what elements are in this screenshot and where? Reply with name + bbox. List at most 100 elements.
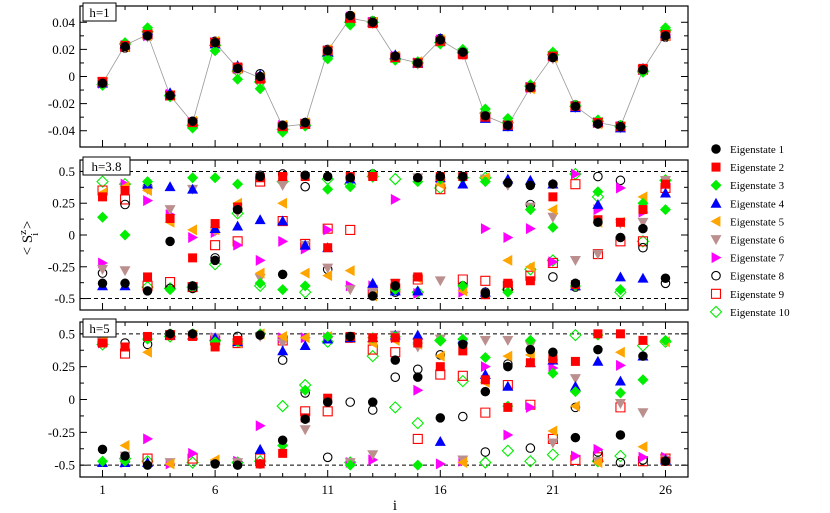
data-point	[390, 333, 400, 343]
panel-tag: h=3.8	[91, 159, 121, 174]
data-point	[254, 267, 265, 279]
data-point	[232, 73, 244, 85]
series-eigenstate-9	[97, 330, 671, 467]
data-point	[322, 171, 333, 182]
data-point	[210, 219, 220, 229]
data-point	[255, 254, 266, 266]
data-point	[614, 375, 626, 386]
data-point	[412, 459, 424, 471]
y-tick-label: 0.25	[52, 196, 75, 211]
data-point	[480, 361, 491, 373]
data-point	[435, 171, 446, 182]
data-point	[388, 172, 402, 186]
data-point	[278, 448, 288, 458]
data-point	[322, 45, 333, 56]
x-tick-label: 6	[212, 482, 219, 497]
data-point	[367, 450, 379, 461]
data-point	[299, 239, 311, 250]
series-eigenstate-3	[97, 15, 671, 138]
x-tick-label: 26	[659, 482, 673, 497]
y-tick-label: -0.25	[48, 259, 75, 274]
data-point	[390, 347, 401, 358]
data-point	[232, 236, 243, 247]
data-point	[571, 450, 581, 462]
x-axis-label: i	[393, 498, 397, 513]
panel-3: 0.5 0.25 0 -0.25 -0.5 h=5	[48, 318, 689, 478]
data-point	[592, 186, 604, 198]
y-tick-label: 0.5	[59, 164, 75, 179]
data-point	[411, 416, 425, 430]
data-point	[97, 264, 109, 275]
series-eigenstate-1	[97, 10, 671, 132]
data-point	[637, 217, 649, 228]
y-tick-label: -0.02	[48, 96, 75, 111]
data-point	[277, 126, 289, 138]
series-eigenstate-1	[97, 329, 671, 470]
legend-label: Eigenstate 8	[730, 271, 785, 283]
data-point	[569, 400, 580, 412]
data-point	[593, 171, 603, 182]
data-point	[503, 402, 513, 412]
data-point	[458, 346, 468, 356]
data-point	[187, 329, 198, 339]
data-point	[413, 272, 423, 282]
data-point	[96, 175, 109, 188]
series-eigenstate-8	[97, 330, 671, 469]
data-point	[299, 384, 311, 396]
mean-line	[102, 17, 666, 128]
data-point	[659, 204, 671, 216]
data-point	[547, 212, 559, 223]
data-point	[458, 411, 468, 422]
data-point	[637, 191, 648, 203]
data-point	[120, 278, 130, 289]
data-point	[570, 101, 581, 112]
data-point	[480, 375, 490, 385]
series-eigenstate-10	[96, 15, 672, 136]
data-point	[164, 284, 176, 296]
data-point	[388, 401, 402, 414]
panel-1: 0.04 0.02 0 -0.02 -0.04 h=1	[48, 2, 689, 148]
legend-label: Eigenstate 6	[730, 235, 785, 247]
series-eigenstate-5	[97, 11, 670, 133]
data-point	[143, 433, 154, 445]
data-point	[254, 277, 266, 289]
y-tick-label: 0	[69, 69, 76, 84]
data-point	[660, 456, 671, 466]
legend-label: Eigenstate 10	[730, 307, 790, 319]
y-tick-label: 0	[69, 392, 76, 407]
y-tick-label: -0.5	[54, 458, 75, 473]
data-point	[344, 459, 356, 471]
data-point	[209, 223, 221, 234]
data-point	[210, 342, 220, 352]
data-point	[210, 255, 220, 266]
data-point	[412, 433, 423, 444]
data-point	[637, 441, 648, 453]
data-point	[323, 224, 334, 236]
legend-marker	[710, 197, 722, 208]
data-point	[435, 35, 446, 45]
series-eigenstate-7	[98, 11, 671, 133]
series-eigenstate-3	[97, 328, 671, 471]
data-point	[592, 355, 604, 366]
data-point	[593, 119, 603, 129]
data-point	[345, 173, 355, 183]
legend-marker	[709, 305, 723, 319]
data-point	[480, 386, 491, 397]
data-point	[593, 344, 603, 355]
data-point	[119, 229, 131, 241]
panel-tag-box	[82, 2, 117, 22]
data-point	[616, 359, 626, 371]
data-point	[413, 173, 423, 183]
data-point	[548, 52, 558, 63]
series-eigenstate-1	[97, 170, 671, 301]
series-eigenstate-8	[97, 169, 671, 298]
data-point	[277, 215, 289, 226]
data-point	[548, 192, 558, 202]
data-point	[255, 420, 266, 432]
data-point	[367, 291, 378, 301]
data-point	[659, 334, 671, 346]
legend-label: Eigenstate 1	[730, 144, 784, 156]
data-point	[503, 278, 513, 288]
data-point	[345, 10, 355, 21]
data-point	[142, 346, 152, 358]
